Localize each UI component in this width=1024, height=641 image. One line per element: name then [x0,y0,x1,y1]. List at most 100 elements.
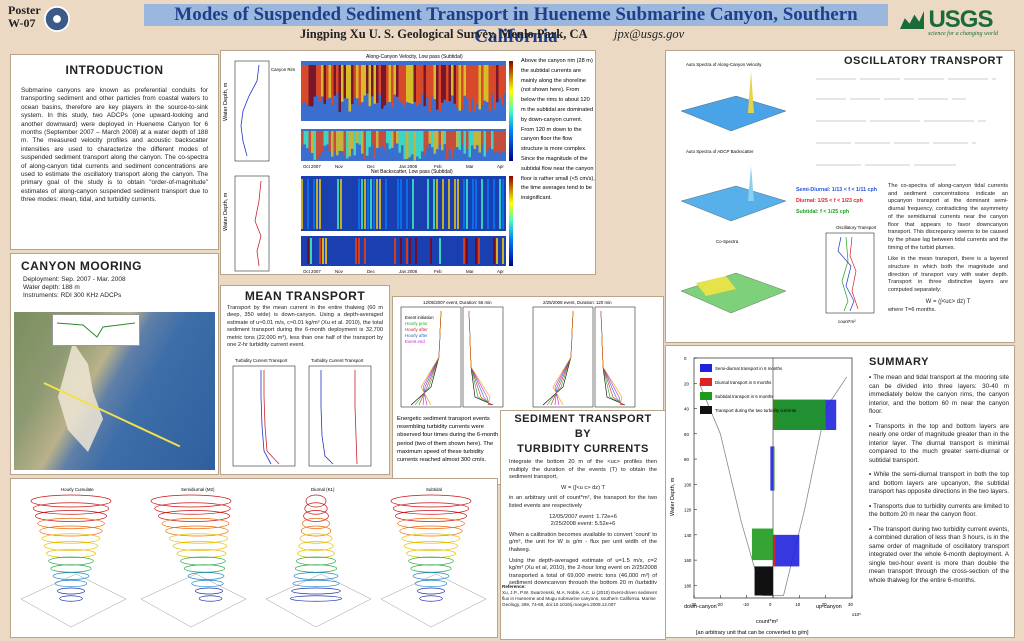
spiral-loop [35,510,107,522]
turbidity-heading-1: SEDIMENT TRANSPORT [514,413,652,425]
velocity-cell [458,65,461,111]
velocity-cell [428,131,431,144]
velocity-cell [373,65,376,104]
velocity-cell [448,131,451,151]
date-tick: Mar [466,164,474,169]
velocity-cell [306,131,309,149]
velocity-cell [333,65,336,96]
velocity-cell [408,65,411,103]
summary-heading: SUMMARY [869,356,929,368]
3d-spirals [20,494,487,628]
spec1-surface [680,95,787,132]
profile-inset-plot [56,322,136,338]
backscatter-cell [364,179,366,229]
annotation-down-canyon: down-canyon [684,604,717,610]
velocity-cell [448,65,451,102]
date-tick: Oct 2007 [303,269,321,274]
spiral-loop [176,548,227,559]
backscatter-cell [319,179,321,229]
velocity-cell [313,65,316,97]
velocity-cell [311,131,314,154]
velocity-cell [401,65,404,104]
spiral-loop [54,579,88,588]
velocity-cell [458,131,461,150]
reference-label: Reference: [502,584,526,589]
velocity-cell [373,131,376,159]
event-velocity-profile [420,310,442,406]
velocity-cell [498,131,501,154]
velocity-cell [453,131,456,150]
backscatter-cell [379,179,381,229]
mean-plot2-frame [308,365,372,467]
velocity-date-ticks: Oct 2007 Nov Dec Jan 2008 Feb Mar Apr [303,164,504,169]
velocity-cell [406,131,409,159]
velocity-cell [386,131,389,144]
backscatter-cell [361,179,363,229]
velocity-cell [301,65,304,103]
velocity-cell [496,65,499,103]
turbidity-eq1: W = (∫<u c> dz) T [561,484,605,491]
velocity-cell [301,131,304,146]
velocity-cell [398,131,401,153]
velocity-cell [403,131,406,160]
spiral-loop [57,587,85,595]
usgs-logo: USGS [900,6,993,34]
backscatter-ylabel: Water Depth, m [223,192,229,231]
event1-title: 12/05/2007 event, Duration: 55 min [423,300,492,305]
velocity-cell [498,65,501,98]
y-tick-label: 160 [684,558,692,563]
backscatter-cell [430,238,432,264]
author-email[interactable]: jpx@usgs.gov [613,27,685,41]
velocity-cell [426,131,429,149]
spec3-title: Co-Spectra [716,239,739,244]
velocity-cell [431,131,434,148]
backscatter-gap [301,231,506,236]
backscatter-cell [307,238,309,264]
3d-profile-figure: Hourly Cumulate Semidiurnal (M2) Diurnal… [20,487,487,628]
velocity-cell [368,65,371,107]
velocity-cell [381,65,384,109]
backscatter-cell [493,238,495,264]
backscatter-heatmap-stripes [301,179,504,264]
mean-plot1-line-b [263,370,280,465]
osc-text: The co-spectra of along-canyon tidal cur… [888,183,1008,315]
velocity-cell [443,65,446,100]
legend-entry: Event end [405,339,425,344]
turbidity-val1: 12/05/2007 event: 1.72e+6 [549,513,617,520]
3d-axes-box [380,573,487,628]
velocity-cell [388,65,391,103]
velocity-cell [361,65,364,103]
backscatter-cell [358,238,360,264]
transport-bar [773,534,800,567]
velocity-cell [473,131,476,150]
3d-title: Semidiurnal (M2) [181,487,215,492]
velocity-cell [451,65,454,96]
backscatter-cell [406,179,408,229]
spiral-loop [172,541,228,551]
small-plot-line-red [849,236,859,310]
event-concentration-profile [600,310,623,406]
backscatter-cell [397,179,399,229]
velocity-cell [426,65,429,98]
event-concentration-profile [468,310,491,406]
turbidity-val2: 2/25/2008 event: 5.52e+6 [550,521,616,528]
3d-axes-box [140,573,247,628]
spiral-loop [395,510,467,522]
velocity-cell [471,131,474,146]
canyon-map-image [14,312,215,470]
mooring-deployment: Deployment: Sep. 2007 - Mar. 2008 [23,276,126,283]
transport-bar [773,534,776,567]
velocity-cell [323,131,326,146]
spiral-loop [46,548,96,559]
velocity-cell [348,65,351,112]
mooring-heading: CANYON MOORING [21,259,142,273]
legend-swatch [700,406,712,414]
spiral-loop [392,502,470,515]
bar-chart-legend: Semi-diurnal transport in 6 months Diurna… [700,364,797,414]
velocity-cell [503,131,506,152]
spiral-loop [183,564,226,573]
osc-equation-area [814,73,1006,185]
velocity-cell [388,131,391,150]
backscatter-date-ticks: Oct 2007 Nov Dec Jan 2008 Feb Mar Apr [303,269,504,274]
author-line: Jingping Xu U. S. Geological Survey, Men… [300,27,684,42]
